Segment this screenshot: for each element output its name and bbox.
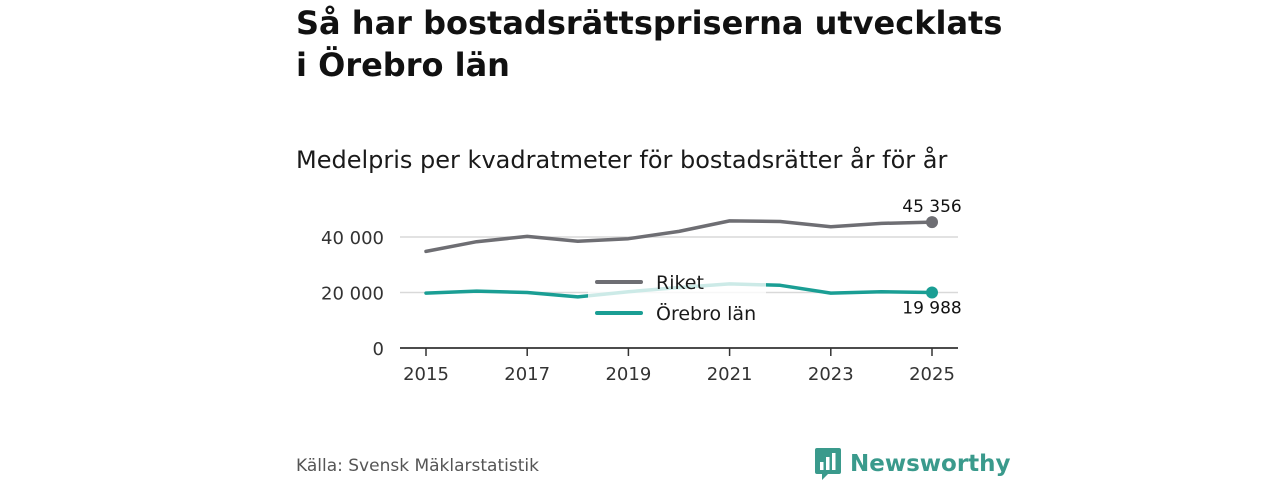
brand-logo: Newsworthy xyxy=(814,446,1011,482)
y-tick-label: 20 000 xyxy=(321,284,384,305)
legend-background xyxy=(588,262,766,330)
series-line-0 xyxy=(424,219,934,254)
chart-title: Så har bostadsrättspriserna utvecklats i… xyxy=(296,4,1003,84)
end-value-label: 45 356 xyxy=(902,197,961,217)
legend-label: Örebro län xyxy=(656,302,756,325)
x-tick-label: 2015 xyxy=(403,364,449,385)
y-tick-label: 0 xyxy=(373,339,384,360)
x-tick-label: 2017 xyxy=(504,364,550,385)
legend-label: Riket xyxy=(656,272,704,294)
y-tick-label: 40 000 xyxy=(321,228,384,249)
x-tick-label: 2025 xyxy=(909,364,955,385)
newsworthy-logo-icon xyxy=(815,448,841,480)
chart-subtitle: Medelpris per kvadratmeter för bostadsrä… xyxy=(296,146,948,174)
x-tick-label: 2019 xyxy=(605,364,651,385)
end-labels: 45 356 19 988 xyxy=(902,197,961,318)
brand-name: Newsworthy xyxy=(850,451,1011,477)
x-tick-label: 2021 xyxy=(707,364,753,385)
source-note: Källa: Svensk Mäklarstatistik xyxy=(296,456,539,476)
series-end-point-0 xyxy=(926,216,938,229)
axes: 0 20 000 40 000 2015 2017 2019 2021 2023 2025 xyxy=(321,228,958,385)
x-tick-label: 2023 xyxy=(808,364,854,385)
end-value-label: 19 988 xyxy=(902,299,961,319)
legend: Riket Örebro län xyxy=(588,262,766,330)
series-end-point-1 xyxy=(926,286,938,299)
